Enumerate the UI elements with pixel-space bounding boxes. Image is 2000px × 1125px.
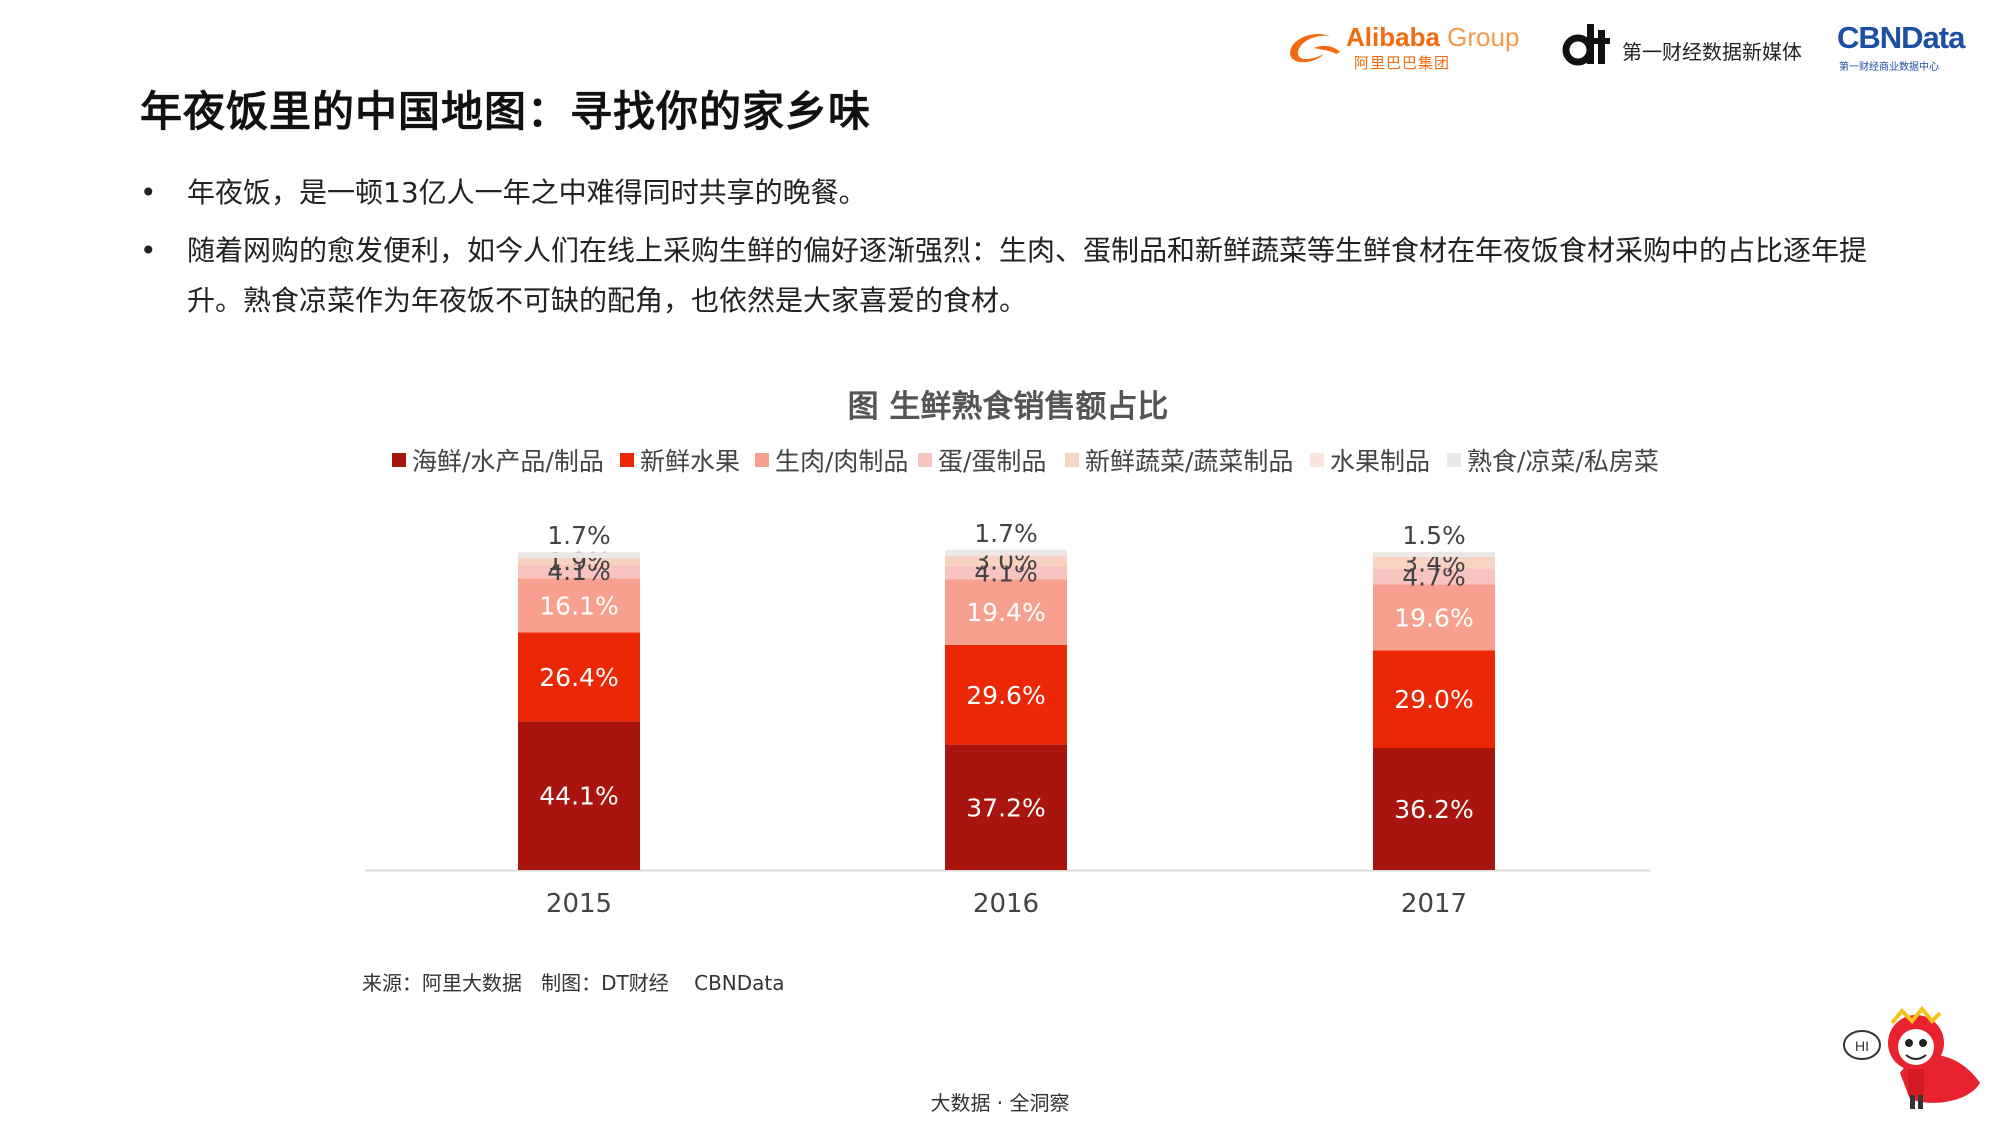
bar-segment xyxy=(1373,551,1495,557)
data-label: 1.5% xyxy=(1402,521,1466,550)
legend-swatch xyxy=(755,453,769,467)
bar-segment xyxy=(945,555,1067,566)
cbndata-brand: CBNData xyxy=(1837,20,1965,55)
data-label: 16.1% xyxy=(539,591,618,620)
bullet-item: 年夜饭，是一顿13亿人一年之中难得同时共享的晚餐。 xyxy=(140,168,1870,218)
legend-label: 蛋/蛋制品 xyxy=(938,447,1046,476)
bar-segment xyxy=(1373,556,1495,569)
source-note: 来源：阿里大数据 制图：DT财经 CBNData xyxy=(362,971,785,995)
bar-segment xyxy=(518,632,640,722)
bar-segment xyxy=(518,721,640,870)
legend-label: 海鲜/水产品/制品 xyxy=(412,447,604,476)
dt-cn: 第一财经数据新媒体 xyxy=(1622,40,1802,64)
chart-area: 图 生鲜熟食销售额占比海鲜/水产品/制品 新鲜水果 生肉/肉制品 蛋/蛋制品 新鲜蔬菜/… xyxy=(365,389,1659,919)
legend-swatch xyxy=(918,453,932,467)
data-label: 1.7% xyxy=(547,521,611,550)
x-tick-label: 2015 xyxy=(546,889,612,919)
alibaba-brand: Alibaba Group xyxy=(1346,22,1520,52)
bar-segment xyxy=(945,579,1067,645)
bullet-list: 年夜饭，是一顿13亿人一年之中难得同时共享的晚餐。 随着网购的愈发便利，如今人们… xyxy=(140,168,1870,334)
bar-segment xyxy=(945,744,1067,870)
page-title: 年夜饭里的中国地图：寻找你的家乡味 xyxy=(140,87,872,136)
bar-segment xyxy=(945,565,1067,580)
legend-label: 熟食/凉菜/私房菜 xyxy=(1467,447,1659,476)
bar-segment xyxy=(1373,650,1495,749)
legend-label: 水果制品 xyxy=(1330,447,1430,476)
bar-segment xyxy=(1373,568,1495,585)
bar-segment xyxy=(1373,748,1495,870)
legend-label: 新鲜水果 xyxy=(640,447,740,476)
lion-mascot-icon: HI xyxy=(1843,1005,1980,1109)
data-label: 1.9% xyxy=(547,547,611,576)
bar-segment xyxy=(945,549,1067,556)
bar-segment xyxy=(945,644,1067,745)
x-tick-label: 2016 xyxy=(973,889,1039,919)
dt-logo: 第一财经数据新媒体 xyxy=(1562,20,1822,76)
data-label: 26.4% xyxy=(539,663,618,692)
data-label: 36.2% xyxy=(1394,795,1473,824)
legend-label: 新鲜蔬菜/蔬菜制品 xyxy=(1085,447,1293,476)
cbndata-cn: 第一财经商业数据中心 xyxy=(1839,62,1939,73)
chart-title: 图 生鲜熟食销售额占比 xyxy=(848,389,1169,425)
x-tick-label: 2017 xyxy=(1401,889,1467,919)
alibaba-smile-icon xyxy=(1290,34,1340,63)
legend-swatch xyxy=(1065,453,1079,467)
footer-tagline: 大数据 · 全洞察 xyxy=(930,1091,1070,1115)
data-label: 19.6% xyxy=(1394,603,1473,632)
data-label: 1.7% xyxy=(974,519,1038,548)
alibaba-logo: Alibaba Group 阿里巴巴集团 xyxy=(1284,18,1544,78)
data-label: 29.0% xyxy=(1394,685,1473,714)
bar-segment xyxy=(518,557,640,565)
legend-swatch xyxy=(620,453,634,467)
data-label: 44.1% xyxy=(539,782,618,811)
bar-segment xyxy=(518,552,640,558)
legend-swatch xyxy=(392,453,406,467)
cbndata-logo: CBNData 第一财经商业数据中心 xyxy=(1837,18,1982,78)
legend-swatch xyxy=(1310,453,1324,467)
data-label: 29.6% xyxy=(966,681,1045,710)
dt-mark-icon xyxy=(1562,24,1610,66)
bar-segment xyxy=(518,578,640,633)
bullet-item: 随着网购的愈发便利，如今人们在线上采购生鲜的偏好逐渐强烈：生肉、蛋制品和新鲜蔬菜… xyxy=(140,226,1870,326)
mascot-hi-text: HI xyxy=(1855,1038,1869,1054)
legend-label: 生肉/肉制品 xyxy=(775,447,908,476)
bar-segment xyxy=(518,564,640,579)
bar-segment xyxy=(1373,584,1495,651)
data-label: 19.4% xyxy=(966,598,1045,627)
data-label: 37.2% xyxy=(966,793,1045,822)
legend-swatch xyxy=(1447,453,1461,467)
alibaba-cn: 阿里巴巴集团 xyxy=(1354,54,1451,72)
